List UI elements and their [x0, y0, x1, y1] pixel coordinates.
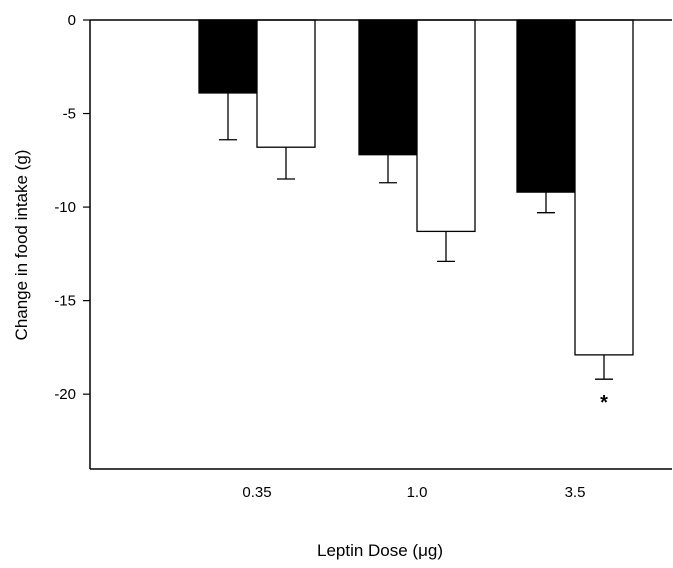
bar-3.5-series-2: [574, 19, 634, 356]
bar-0.35-series-1: [198, 19, 258, 94]
y-tick-label: -15: [54, 293, 76, 310]
y-ticks-layer: 0 -5 -10 -15 -20: [54, 12, 90, 403]
significance-marker: *: [600, 392, 608, 414]
x-tick-label: 0.35: [242, 484, 271, 501]
y-tick-label: -5: [63, 106, 76, 123]
y-axis-label: Change in food intake (g): [12, 150, 31, 341]
bars-layer: *: [198, 19, 634, 414]
x-ticks-layer: 0.35 1.0 3.5: [242, 484, 585, 501]
x-tick-label: 1.0: [407, 484, 428, 501]
y-tick-label: -20: [54, 386, 76, 403]
bar-1.0-series-1: [358, 19, 418, 156]
x-axis-label: Leptin Dose (μg): [317, 541, 443, 560]
bar-3.5-series-1: [516, 19, 576, 193]
y-tick-label: -10: [54, 199, 76, 216]
bar-1.0-series-2: [416, 19, 476, 233]
x-tick-label: 3.5: [565, 484, 586, 501]
y-tick-label: 0: [68, 12, 76, 29]
bar-0.35-series-2: [256, 19, 316, 148]
